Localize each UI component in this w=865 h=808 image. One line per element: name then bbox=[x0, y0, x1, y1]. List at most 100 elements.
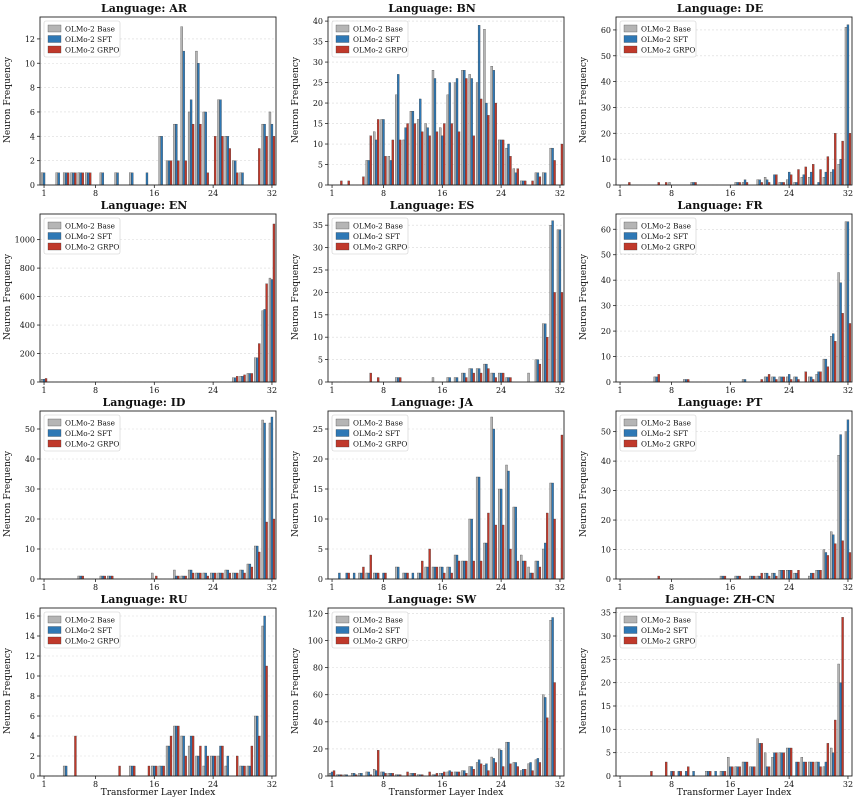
bar-olmo-2-base-layer-25 bbox=[217, 755, 220, 777]
bar-olmo-2-grpo-layer-25 bbox=[221, 745, 224, 777]
bar-olmo-2-base-layer-6 bbox=[653, 376, 656, 383]
y-tick-label: 0 bbox=[318, 181, 323, 190]
bar-olmo-2-grpo-layer-25 bbox=[509, 156, 512, 186]
bar-olmo-2-base-layer-31 bbox=[261, 310, 264, 383]
x-tick-label: 16 bbox=[437, 189, 447, 198]
bar-olmo-2-base-layer-10 bbox=[395, 94, 398, 186]
x-tick-label: 24 bbox=[496, 780, 506, 789]
legend-swatch bbox=[623, 221, 638, 230]
x-tick-label: 16 bbox=[437, 780, 447, 789]
bar-olmo-2-grpo-layer-21 bbox=[191, 735, 195, 777]
bar-olmo-2-grpo-layer-11 bbox=[406, 123, 409, 186]
bar-olmo-2-sft-layer-28 bbox=[241, 765, 244, 777]
x-tick-label: 32 bbox=[843, 189, 853, 198]
bar-olmo-2-sft-layer-27 bbox=[522, 769, 525, 777]
bar-olmo-2-base-layer-30 bbox=[830, 171, 833, 186]
bar-olmo-2-base-layer-22 bbox=[195, 50, 198, 186]
bar-olmo-2-sft-layer-29 bbox=[536, 172, 540, 186]
bar-olmo-2-sft-layer-9 bbox=[389, 160, 393, 186]
bar-olmo-2-base-layer-31 bbox=[261, 625, 264, 777]
y-tick-label: 40 bbox=[601, 457, 611, 466]
legend-swatch bbox=[623, 45, 638, 54]
bar-olmo-2-sft-layer-18 bbox=[167, 160, 171, 186]
bar-olmo-2-base-layer-23 bbox=[490, 756, 493, 777]
bar-olmo-2-base-layer-20 bbox=[756, 179, 759, 186]
y-tick-label: 20 bbox=[601, 679, 611, 688]
legend-label: OLMo-2 GRPO bbox=[65, 637, 119, 646]
x-tick-label: 8 bbox=[669, 583, 674, 592]
chart-title: Language: ID bbox=[102, 396, 186, 409]
x-tick-label: 32 bbox=[555, 583, 565, 592]
y-tick-label: 0 bbox=[606, 181, 611, 190]
bar-olmo-2-base-layer-30 bbox=[542, 323, 545, 383]
y-tick-label: 120 bbox=[308, 609, 323, 618]
x-tick-label: 24 bbox=[208, 780, 218, 789]
y-tick-label: 0 bbox=[318, 378, 323, 387]
bar-olmo-2-grpo-layer-23 bbox=[494, 377, 497, 383]
y-tick-label: 30 bbox=[313, 58, 323, 67]
bar-olmo-2-sft-layer-6 bbox=[79, 575, 82, 580]
bar-olmo-2-grpo-layer-24 bbox=[789, 747, 793, 777]
bar-olmo-2-base-layer-17 bbox=[158, 136, 161, 186]
bar-olmo-2-sft-layer-24 bbox=[787, 374, 791, 383]
bar-olmo-2-base-layer-13 bbox=[417, 572, 420, 580]
bar-olmo-2-base-layer-22 bbox=[771, 572, 774, 580]
bar-olmo-2-sft-layer-19 bbox=[175, 725, 178, 777]
bar-olmo-2-grpo-layer-19 bbox=[753, 766, 756, 777]
bar-olmo-2-grpo-layer-18 bbox=[457, 131, 461, 186]
bar-olmo-2-base-layer-23 bbox=[778, 376, 781, 383]
bar-olmo-2-sft-layer-24 bbox=[787, 747, 791, 777]
bar-olmo-2-sft-layer-26 bbox=[226, 755, 229, 777]
bar-olmo-2-sft-layer-26 bbox=[514, 506, 517, 580]
bar-olmo-2-grpo-layer-27 bbox=[236, 172, 239, 186]
legend-label: OLMo-2 Base bbox=[65, 419, 115, 428]
chart-panel-de: Language: DE Neuron Frequency 0 10 20 30 40 50 6… bbox=[576, 2, 864, 199]
bar-olmo-2-grpo-layer-30 bbox=[258, 551, 261, 580]
legend-label: OLMo-2 SFT bbox=[65, 626, 112, 635]
bar-olmo-2-sft-layer-11 bbox=[404, 572, 407, 580]
legend-swatch bbox=[335, 636, 350, 645]
bar-olmo-2-base-layer-28 bbox=[239, 376, 242, 383]
x-tick-label: 8 bbox=[93, 583, 98, 592]
bar-olmo-2-grpo-layer-28 bbox=[819, 169, 822, 186]
y-tick-label: 14 bbox=[25, 632, 35, 641]
bar-olmo-2-grpo-layer-7 bbox=[376, 119, 380, 186]
y-tick-label: 40 bbox=[601, 78, 611, 87]
bar-olmo-2-sft-layer-10 bbox=[685, 771, 688, 777]
chart-title: Language: ZH-CN bbox=[664, 593, 776, 606]
bar-olmo-2-sft-layer-31 bbox=[551, 482, 554, 580]
bar-olmo-2-sft-layer-25 bbox=[219, 99, 222, 186]
bar-olmo-2-grpo-layer-17 bbox=[450, 123, 453, 186]
legend-swatch bbox=[623, 626, 638, 634]
bar-olmo-2-sft-layer-20 bbox=[470, 518, 473, 580]
bar-olmo-2-base-layer-25 bbox=[793, 376, 796, 383]
bar-olmo-2-base-layer-29 bbox=[246, 765, 250, 777]
legend-label: OLMo-2 Base bbox=[353, 616, 403, 625]
bar-olmo-2-grpo-layer-28 bbox=[243, 572, 246, 580]
bar-olmo-2-base-layer-29 bbox=[246, 563, 250, 580]
x-tick-label: 16 bbox=[149, 780, 159, 789]
bar-olmo-2-sft-layer-30 bbox=[544, 542, 547, 580]
bar-olmo-2-base-layer-13 bbox=[417, 119, 420, 186]
bar-olmo-2-base-layer-20 bbox=[180, 575, 183, 580]
x-tick-label: 8 bbox=[669, 189, 674, 198]
bar-olmo-2-base-layer-31 bbox=[261, 419, 264, 580]
bar-olmo-2-base-layer-17 bbox=[446, 566, 449, 580]
bar-olmo-2-grpo-layer-15 bbox=[435, 566, 439, 580]
y-tick-label: 40 bbox=[313, 718, 323, 727]
y-tick-label: 6 bbox=[30, 108, 35, 117]
bar-olmo-2-grpo-layer-31 bbox=[265, 665, 268, 777]
bar-olmo-2-sft-layer-27 bbox=[810, 376, 813, 383]
bar-olmo-2-base-layer-21 bbox=[763, 376, 767, 383]
axes-frame bbox=[39, 16, 277, 186]
bar-olmo-2-base-layer-24 bbox=[498, 139, 501, 186]
legend-swatch bbox=[335, 418, 350, 427]
chart-panel-id: Language: ID Neuron Frequency 0 10 20 30 40 50 1… bbox=[0, 396, 288, 593]
bar-olmo-2-grpo-layer-6 bbox=[369, 135, 372, 186]
bar-olmo-2-sft-layer-30 bbox=[544, 172, 547, 186]
bar-olmo-2-sft-layer-5 bbox=[360, 572, 363, 580]
bar-olmo-2-grpo-layer-20 bbox=[184, 575, 187, 580]
